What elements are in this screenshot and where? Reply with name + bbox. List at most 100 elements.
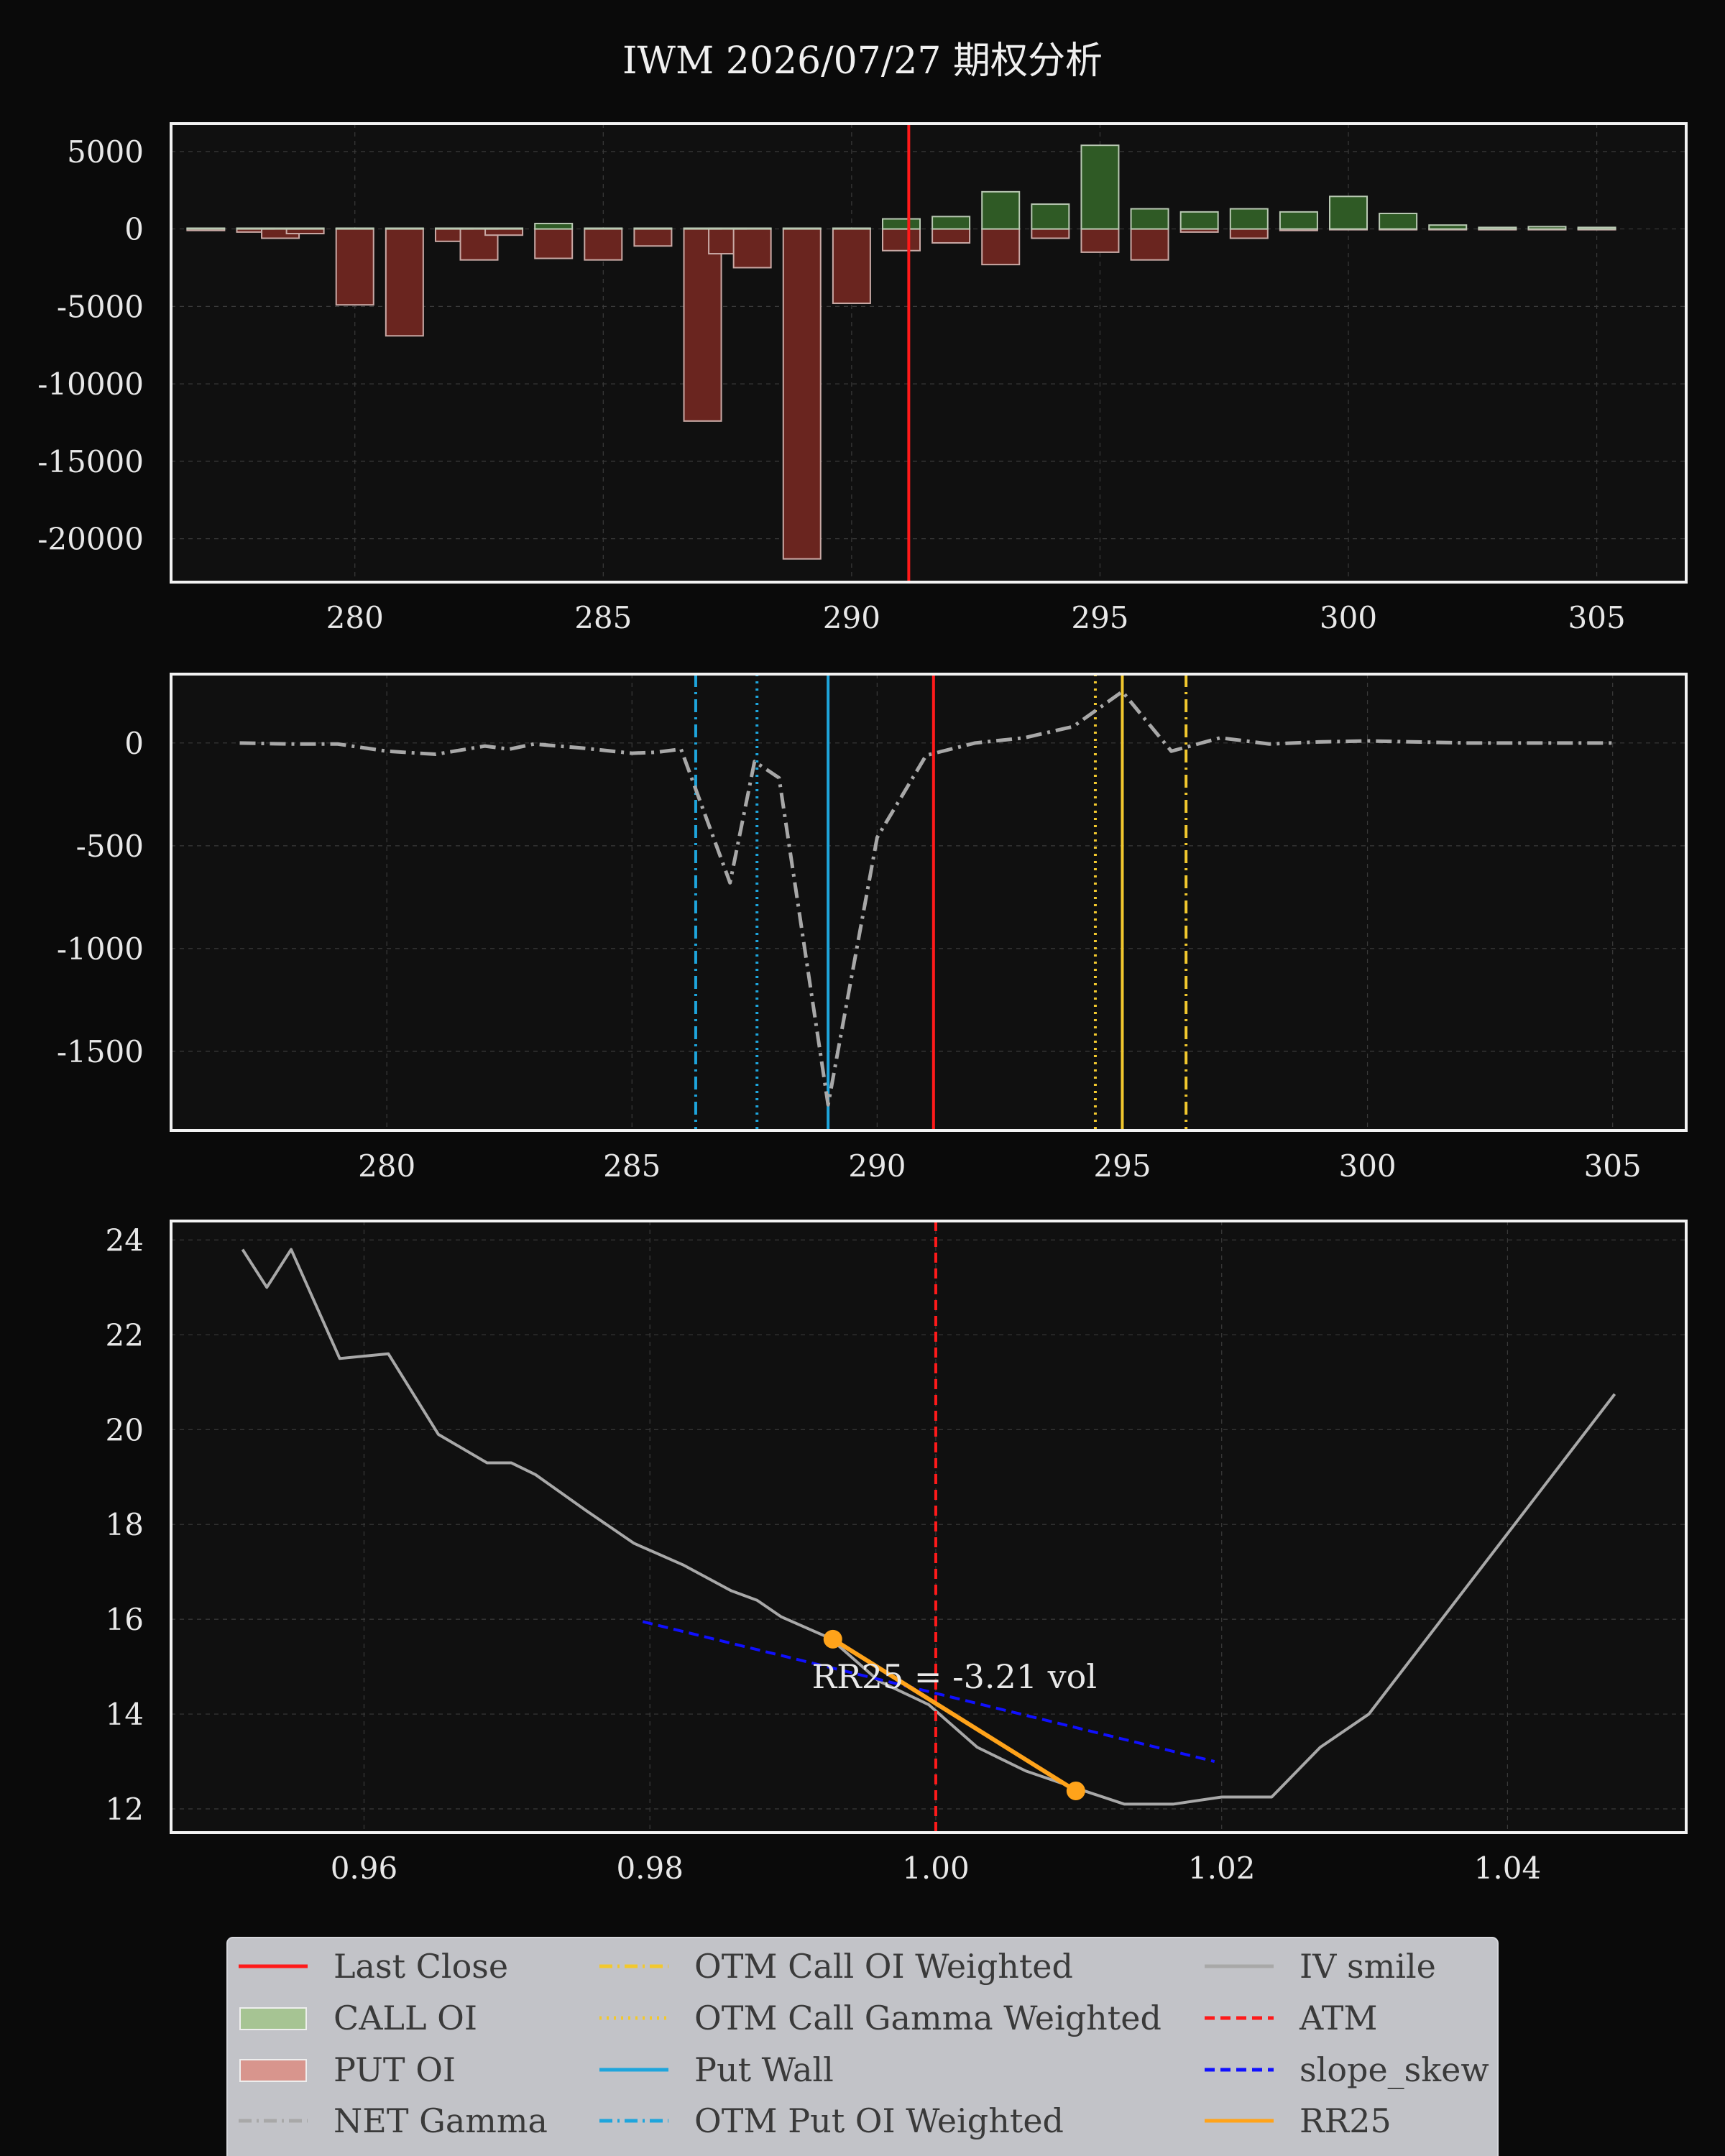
legend-label: Put Wall <box>694 2050 834 2089</box>
put-oi-bar <box>732 228 772 269</box>
axes-background <box>171 674 1686 1130</box>
legend-label: IV smile <box>1300 1947 1436 1986</box>
legend-label: slope_skew <box>1300 2050 1489 2089</box>
y-tick-label: 16 <box>106 1602 144 1637</box>
x-tick-label: 290 <box>848 1148 906 1184</box>
x-tick-label: 0.98 <box>616 1851 684 1886</box>
y-tick-label: 18 <box>106 1507 144 1542</box>
y-tick-label: 20 <box>106 1412 144 1447</box>
x-tick-label: 290 <box>823 600 880 635</box>
x-tick-label: 295 <box>1093 1148 1151 1184</box>
call-oi-bar <box>584 227 623 230</box>
legend-label: Last Close <box>334 1947 508 1986</box>
call-oi-bar <box>1527 226 1567 230</box>
y-tick-label: -5000 <box>57 289 144 324</box>
legend-label: OTM Put OI Weighted <box>694 2101 1064 2140</box>
x-tick-label: 280 <box>326 600 384 635</box>
x-tick-label: 1.02 <box>1188 1851 1256 1886</box>
legend-patch <box>239 2059 307 2082</box>
put-oi-bar <box>881 228 921 252</box>
legend-label: OTM Call Gamma Weighted <box>694 1999 1162 2037</box>
x-tick-label: 305 <box>1584 1148 1642 1184</box>
call-oi-bar <box>732 227 772 230</box>
x-tick-label: 1.00 <box>902 1851 970 1886</box>
call-oi-bar <box>1080 144 1120 230</box>
call-oi-bar <box>1031 203 1070 230</box>
put-oi-bar <box>832 228 871 305</box>
call-oi-bar <box>1130 208 1169 230</box>
x-tick-label: 305 <box>1568 600 1626 635</box>
call-oi-bar <box>782 227 822 230</box>
x-tick-label: 1.04 <box>1474 1851 1542 1886</box>
y-tick-label: -1000 <box>57 931 144 967</box>
legend-box <box>226 1937 1499 2156</box>
y-tick-label: -15000 <box>37 444 144 479</box>
call-oi-bar <box>1577 226 1616 230</box>
call-oi-bar <box>484 227 524 230</box>
oi-panel: 280 285 290 295 300 305 5000 0 -5000 -10000 -15000… <box>37 122 1688 635</box>
call-oi-bar <box>335 227 374 230</box>
put-oi-bar <box>1229 228 1269 239</box>
put-oi-bar <box>1130 228 1169 261</box>
y-tick-label: 0 <box>124 212 144 247</box>
x-tick-label: 280 <box>358 1148 415 1184</box>
y-tick-label: 5000 <box>67 134 144 170</box>
put-oi-bar <box>534 228 574 259</box>
legend-label: CALL OI <box>334 1999 477 2037</box>
x-tick-label: 285 <box>574 600 632 635</box>
rr25-point <box>823 1629 842 1649</box>
call-oi-bar <box>385 227 424 230</box>
axes-frame <box>170 1220 1688 1834</box>
legend-label: PUT OI <box>334 2050 456 2089</box>
y-tick-label: 24 <box>106 1222 144 1258</box>
legend-label: RR25 <box>1300 2101 1392 2140</box>
y-tick-label: 22 <box>106 1317 144 1353</box>
slope-skew-line <box>642 1620 1215 1763</box>
call-oi-bar <box>534 223 574 230</box>
put-oi-bar <box>335 228 374 306</box>
y-tick-label: -10000 <box>37 367 144 402</box>
call-oi-bar <box>1478 226 1517 230</box>
y-tick-label: -1500 <box>57 1034 144 1069</box>
put-oi-bar <box>484 228 524 236</box>
y-tick-label: 12 <box>106 1792 144 1827</box>
call-oi-bar <box>186 227 226 230</box>
call-oi-bar <box>1379 213 1418 230</box>
y-tick-label: 14 <box>106 1697 144 1732</box>
y-tick-label: -500 <box>76 829 144 864</box>
call-oi-bar <box>285 227 325 230</box>
legend-label: OTM Call OI Weighted <box>694 1947 1073 1986</box>
call-oi-bar <box>1329 195 1368 230</box>
legend-patch <box>239 2007 307 2030</box>
put-oi-bar <box>782 228 822 560</box>
call-oi-bar <box>832 227 871 230</box>
put-oi-bar <box>932 228 971 244</box>
call-oi-bar <box>932 216 971 230</box>
call-oi-bar <box>1428 224 1468 230</box>
put-oi-bar <box>1080 228 1120 253</box>
put-oi-bar <box>385 228 424 337</box>
x-tick-label: 285 <box>603 1148 661 1184</box>
x-tick-label: 300 <box>1338 1148 1396 1184</box>
x-tick-label: 295 <box>1071 600 1128 635</box>
axes-frame <box>170 122 1688 584</box>
net-gamma-line <box>239 689 1613 1107</box>
call-oi-bar <box>1179 211 1219 230</box>
rr25-point <box>1066 1781 1085 1800</box>
figure-title: IWM 2026/07/27 期权分析 <box>622 40 1103 83</box>
rr25-annotation: RR25 = -3.21 vol <box>812 1657 1098 1696</box>
put-oi-bar <box>981 228 1021 266</box>
axes-background <box>171 1221 1686 1833</box>
legend-label: ATM <box>1299 1999 1378 2037</box>
legend: Last Close CALL OI PUT OI NET Gamma OTM Call… <box>226 1937 1499 2156</box>
x-tick-label: 0.96 <box>331 1851 398 1886</box>
put-oi-bar <box>584 228 623 261</box>
y-tick-label: 0 <box>124 726 144 761</box>
y-tick-label: -20000 <box>37 522 144 557</box>
call-oi-bar <box>881 218 921 230</box>
put-oi-bar <box>633 228 673 247</box>
call-oi-bar <box>981 190 1021 230</box>
put-oi-bar <box>459 228 499 261</box>
x-tick-label: 300 <box>1320 600 1377 635</box>
call-oi-bar <box>633 227 673 230</box>
